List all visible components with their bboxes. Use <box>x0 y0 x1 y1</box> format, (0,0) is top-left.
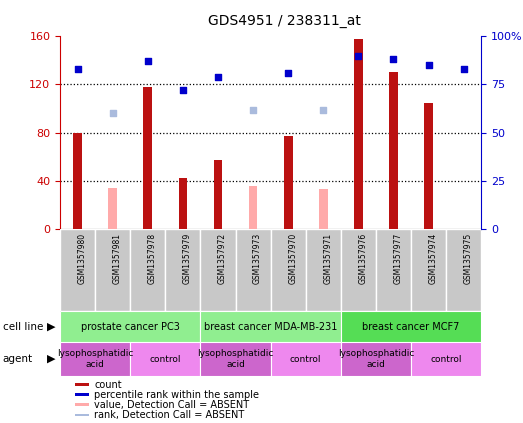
Bar <box>411 342 481 376</box>
Bar <box>446 229 481 311</box>
Text: GSM1357974: GSM1357974 <box>428 233 438 284</box>
Point <box>389 56 397 63</box>
Point <box>459 66 468 72</box>
Bar <box>341 311 481 342</box>
Text: ▶: ▶ <box>47 354 55 364</box>
Text: control: control <box>290 354 322 364</box>
Text: GSM1357971: GSM1357971 <box>323 233 332 284</box>
Bar <box>389 72 398 229</box>
Bar <box>200 342 271 376</box>
Text: rank, Detection Call = ABSENT: rank, Detection Call = ABSENT <box>95 410 245 420</box>
Bar <box>411 229 446 311</box>
Bar <box>75 404 89 406</box>
Bar <box>200 311 341 342</box>
Point <box>319 106 327 113</box>
Bar <box>284 136 292 229</box>
Text: control: control <box>430 354 462 364</box>
Bar <box>60 311 200 342</box>
Text: breast cancer MCF7: breast cancer MCF7 <box>362 321 460 332</box>
Bar <box>354 39 363 229</box>
Text: prostate cancer PC3: prostate cancer PC3 <box>81 321 180 332</box>
Text: GSM1357976: GSM1357976 <box>358 233 367 284</box>
Point <box>284 69 292 76</box>
Point <box>109 110 117 117</box>
Bar <box>271 229 306 311</box>
Bar <box>200 229 235 311</box>
Text: cell line: cell line <box>3 321 43 332</box>
Point <box>424 62 433 69</box>
Text: GSM1357973: GSM1357973 <box>253 233 262 284</box>
Bar <box>75 383 89 386</box>
Bar <box>75 393 89 396</box>
Bar <box>60 342 130 376</box>
Text: GSM1357977: GSM1357977 <box>393 233 403 284</box>
Text: value, Detection Call = ABSENT: value, Detection Call = ABSENT <box>95 400 249 410</box>
Bar <box>249 186 257 229</box>
Text: lysophosphatidic
acid: lysophosphatidic acid <box>197 349 274 369</box>
Text: GSM1357979: GSM1357979 <box>183 233 192 284</box>
Bar <box>319 189 328 229</box>
Bar <box>341 229 376 311</box>
Text: GSM1357978: GSM1357978 <box>148 233 157 284</box>
Text: percentile rank within the sample: percentile rank within the sample <box>95 390 259 400</box>
Bar <box>75 414 89 416</box>
Bar <box>73 133 82 229</box>
Text: GSM1357970: GSM1357970 <box>288 233 297 284</box>
Bar <box>130 342 200 376</box>
Bar <box>60 229 95 311</box>
Text: GSM1357972: GSM1357972 <box>218 233 227 284</box>
Point <box>354 52 362 59</box>
Text: GSM1357981: GSM1357981 <box>113 233 122 284</box>
Point <box>214 74 222 80</box>
Bar <box>424 102 433 229</box>
Point <box>74 66 82 72</box>
Point <box>249 106 257 113</box>
Point <box>179 87 187 93</box>
Bar <box>341 342 411 376</box>
Text: breast cancer MDA-MB-231: breast cancer MDA-MB-231 <box>204 321 337 332</box>
Bar <box>306 229 341 311</box>
Text: lysophosphatidic
acid: lysophosphatidic acid <box>338 349 414 369</box>
Bar <box>271 342 341 376</box>
Text: control: control <box>150 354 181 364</box>
Bar <box>235 229 271 311</box>
Text: GSM1357975: GSM1357975 <box>463 233 473 284</box>
Text: count: count <box>95 379 122 390</box>
Point <box>144 58 152 65</box>
Bar <box>165 229 200 311</box>
Text: GDS4951 / 238311_at: GDS4951 / 238311_at <box>208 14 360 28</box>
Bar <box>143 87 152 229</box>
Text: ▶: ▶ <box>47 321 55 332</box>
Text: lysophosphatidic
acid: lysophosphatidic acid <box>57 349 133 369</box>
Bar <box>213 160 222 229</box>
Bar <box>178 179 187 229</box>
Text: agent: agent <box>3 354 33 364</box>
Bar <box>130 229 165 311</box>
Bar <box>108 188 117 229</box>
Bar <box>95 229 130 311</box>
Bar <box>376 229 411 311</box>
Text: GSM1357980: GSM1357980 <box>78 233 87 284</box>
